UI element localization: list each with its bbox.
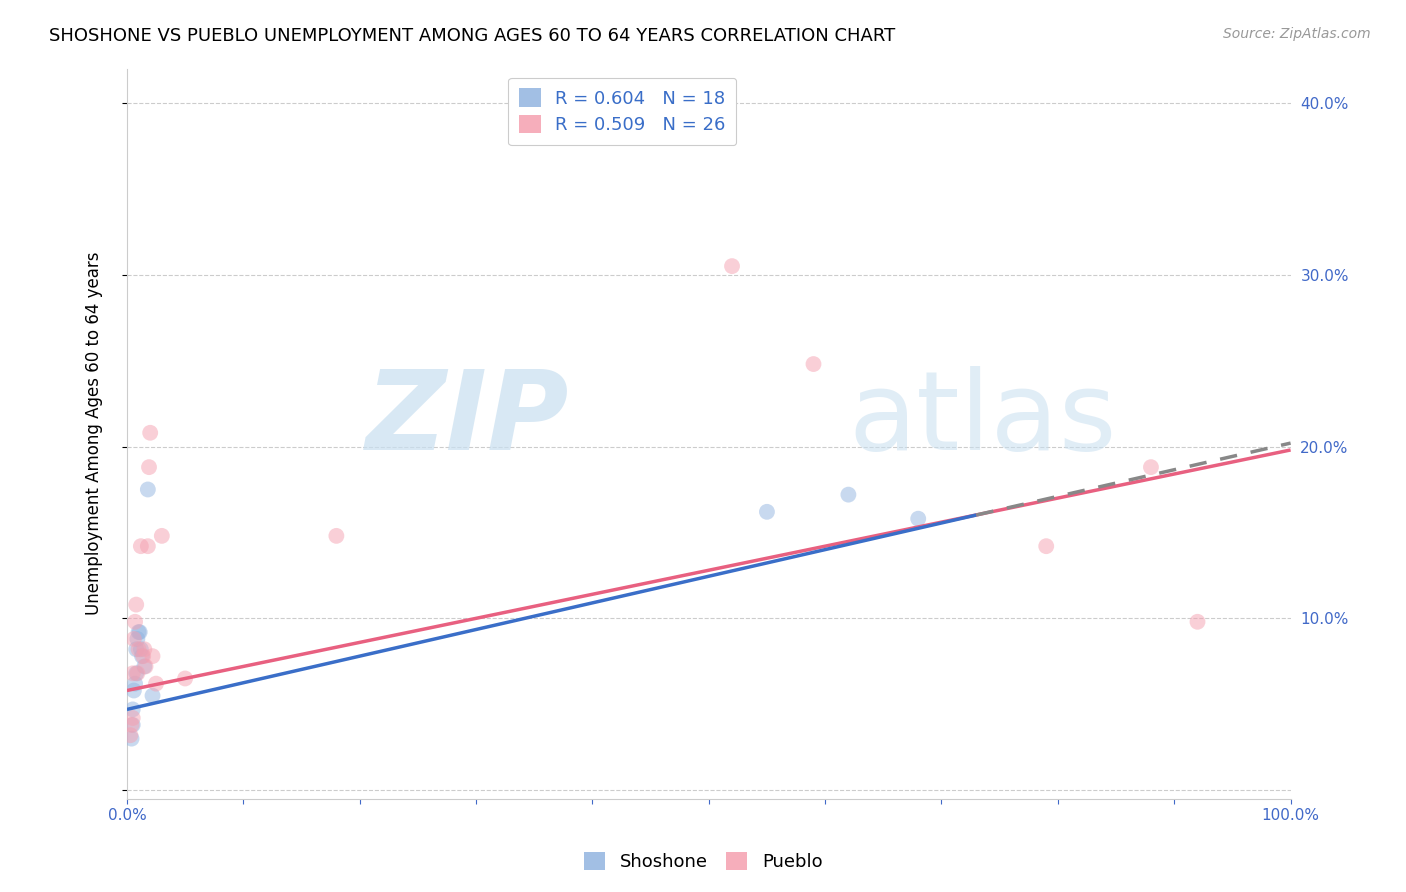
Point (1187, 615, 1209, 629)
Point (121, 731, 143, 746)
Point (325, 529, 347, 543)
Point (132, 649, 155, 664)
Point (124, 615, 146, 629)
Point (125, 598, 148, 612)
Point (138, 460, 160, 475)
Text: Source: ZipAtlas.com: Source: ZipAtlas.com (1223, 27, 1371, 41)
Legend: R = 0.604   N = 18, R = 0.509   N = 26: R = 0.604 N = 18, R = 0.509 N = 26 (509, 78, 737, 145)
Point (134, 642, 156, 657)
Legend: Shoshone, Pueblo: Shoshone, Pueblo (576, 845, 830, 879)
Point (122, 632, 145, 646)
Point (127, 632, 149, 646)
Point (127, 666, 149, 681)
Point (121, 711, 143, 725)
Point (141, 689, 163, 703)
Point (124, 676, 146, 690)
Point (721, 259, 744, 273)
Point (134, 659, 156, 673)
Point (136, 483, 159, 497)
Point (128, 625, 150, 640)
Point (125, 642, 148, 657)
Point (150, 529, 173, 543)
Point (755, 505, 778, 519)
Point (907, 511, 929, 525)
Point (128, 625, 150, 640)
Point (120, 728, 142, 742)
Text: atlas: atlas (848, 366, 1116, 473)
Point (174, 672, 197, 686)
Point (803, 357, 825, 371)
Text: SHOSHONE VS PUEBLO UNEMPLOYMENT AMONG AGES 60 TO 64 YEARS CORRELATION CHART: SHOSHONE VS PUEBLO UNEMPLOYMENT AMONG AG… (49, 27, 896, 45)
Y-axis label: Unemployment Among Ages 60 to 64 years: Unemployment Among Ages 60 to 64 years (86, 252, 103, 615)
Point (122, 683, 145, 698)
Point (837, 488, 859, 502)
Point (129, 642, 152, 657)
Point (121, 702, 143, 716)
Point (128, 642, 150, 657)
Point (139, 425, 162, 440)
Point (129, 539, 152, 553)
Point (121, 718, 143, 732)
Point (1140, 460, 1163, 475)
Point (131, 649, 153, 664)
Point (1035, 539, 1057, 553)
Point (145, 676, 167, 690)
Text: ZIP: ZIP (366, 366, 569, 473)
Point (125, 666, 148, 681)
Point (121, 718, 143, 732)
Point (141, 649, 163, 664)
Point (135, 659, 157, 673)
Point (136, 539, 159, 553)
Point (121, 666, 143, 681)
